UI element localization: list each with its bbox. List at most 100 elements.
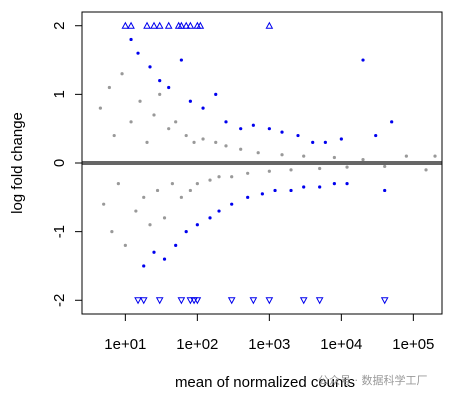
gene-point [383, 164, 387, 169]
gene-point [112, 133, 116, 138]
gene-point [134, 209, 138, 213]
significant-gene-point [174, 243, 178, 247]
clipped-up-triangle [121, 21, 130, 29]
significant-gene-point [390, 120, 394, 124]
significant-gene-point [179, 58, 183, 62]
x-tick-label: 1e+03 [248, 336, 290, 353]
gene-point [152, 113, 156, 117]
significant-gene-point [318, 185, 322, 189]
clipped-down-triangle [315, 297, 324, 305]
clipped-up-triangle [177, 21, 186, 29]
significant-gene-point [260, 192, 264, 196]
x-tick-label: 1e+05 [392, 336, 434, 353]
significant-gene-point [230, 202, 234, 206]
x-tick-label: 1e+04 [320, 336, 362, 353]
significant-gene-point [158, 79, 162, 83]
significant-points [121, 21, 394, 305]
gene-point [102, 202, 106, 206]
gene-point [318, 166, 322, 171]
gene-point [239, 147, 243, 151]
significant-gene-point [302, 185, 306, 189]
clipped-down-triangle [134, 297, 142, 305]
significant-gene-point [311, 140, 315, 145]
significant-gene-point [217, 209, 221, 213]
clipped-down-triangle [139, 297, 148, 305]
clipped-down-triangle [155, 297, 164, 305]
significant-gene-point [136, 51, 140, 55]
gene-point [120, 72, 124, 76]
significant-gene-point [296, 133, 300, 138]
clipped-up-triangle [164, 21, 173, 29]
clipped-up-triangle [265, 21, 274, 29]
significant-gene-point [129, 37, 133, 42]
gene-point [174, 120, 178, 124]
gene-point [332, 155, 336, 160]
gene-point [280, 153, 284, 157]
clipped-down-triangle [380, 297, 389, 305]
gene-point [188, 188, 192, 193]
gene-point [192, 140, 196, 145]
clipped-up-triangle [155, 21, 164, 29]
gene-point [129, 120, 133, 124]
gene-point [158, 92, 162, 96]
y-tick-label: 1 [51, 90, 68, 98]
gene-point [208, 178, 212, 182]
significant-gene-point [345, 181, 349, 186]
gene-point [267, 169, 271, 173]
significant-gene-point [339, 137, 343, 141]
significant-gene-point [383, 188, 387, 193]
y-axis-title: log fold change [9, 112, 26, 214]
gene-point [217, 175, 221, 179]
significant-gene-point [224, 120, 228, 124]
gene-point [256, 151, 260, 155]
gene-point [110, 230, 114, 234]
gene-point [195, 181, 199, 186]
clipped-up-triangle [186, 21, 195, 29]
gene-point [138, 99, 142, 103]
significant-gene-point [184, 230, 188, 234]
significant-gene-point [188, 99, 192, 103]
gene-point [246, 171, 250, 175]
gene-point [214, 140, 218, 145]
clipped-down-triangle [177, 297, 186, 305]
gene-point [155, 188, 160, 193]
gene-point [123, 243, 127, 247]
gene-point [107, 85, 111, 90]
gene-point [116, 181, 120, 186]
clipped-down-triangle [299, 297, 308, 305]
gene-point [424, 168, 428, 172]
x-tick-label: 1e+01 [104, 336, 146, 353]
significant-gene-point [214, 92, 218, 96]
significant-gene-point [251, 123, 255, 127]
significant-gene-point [267, 127, 271, 131]
significant-gene-point [273, 188, 277, 193]
y-tick-label: -1 [51, 225, 68, 238]
gene-point [224, 144, 228, 148]
gene-point [148, 223, 152, 227]
significant-gene-point [148, 65, 152, 69]
data-points [98, 72, 437, 247]
clipped-up-triangle [196, 21, 205, 29]
significant-gene-point [142, 264, 146, 268]
gene-point [361, 157, 365, 162]
significant-gene-point [167, 85, 171, 90]
gene-point [167, 127, 171, 131]
gene-point [145, 140, 149, 145]
significant-gene-point [208, 216, 212, 220]
gene-point [184, 133, 188, 138]
significant-gene-point [289, 188, 293, 193]
gene-point [404, 154, 408, 158]
clipped-up-triangle [143, 21, 151, 29]
significant-gene-point [323, 140, 327, 145]
gene-point [162, 216, 167, 220]
significant-gene-point [152, 250, 156, 254]
gene-point [230, 175, 234, 179]
clipped-up-triangle [150, 21, 158, 29]
gene-point [201, 137, 205, 141]
x-tick-label: 1e+02 [176, 336, 218, 353]
clipped-down-triangle [186, 297, 195, 305]
y-tick-label: -2 [51, 294, 68, 307]
gene-point [289, 168, 293, 172]
significant-gene-point [246, 195, 250, 199]
